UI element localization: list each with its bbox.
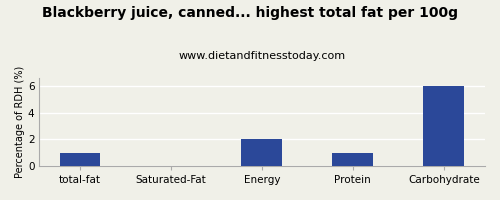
Y-axis label: Percentage of RDH (%): Percentage of RDH (%) xyxy=(15,66,25,178)
Bar xyxy=(60,153,100,166)
Text: Blackberry juice, canned... highest total fat per 100g: Blackberry juice, canned... highest tota… xyxy=(42,6,458,20)
Title: www.dietandfitnesstoday.com: www.dietandfitnesstoday.com xyxy=(178,51,346,61)
Bar xyxy=(424,86,465,166)
Bar xyxy=(242,139,282,166)
Bar xyxy=(332,153,374,166)
